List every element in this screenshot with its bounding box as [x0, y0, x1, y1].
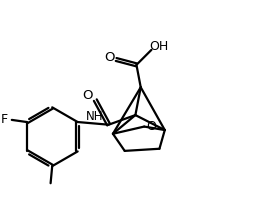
Text: O: O: [147, 120, 157, 133]
Text: OH: OH: [149, 40, 168, 53]
Text: NH: NH: [86, 110, 103, 123]
Text: O: O: [104, 51, 114, 64]
Text: O: O: [83, 89, 93, 102]
Text: F: F: [1, 113, 8, 126]
